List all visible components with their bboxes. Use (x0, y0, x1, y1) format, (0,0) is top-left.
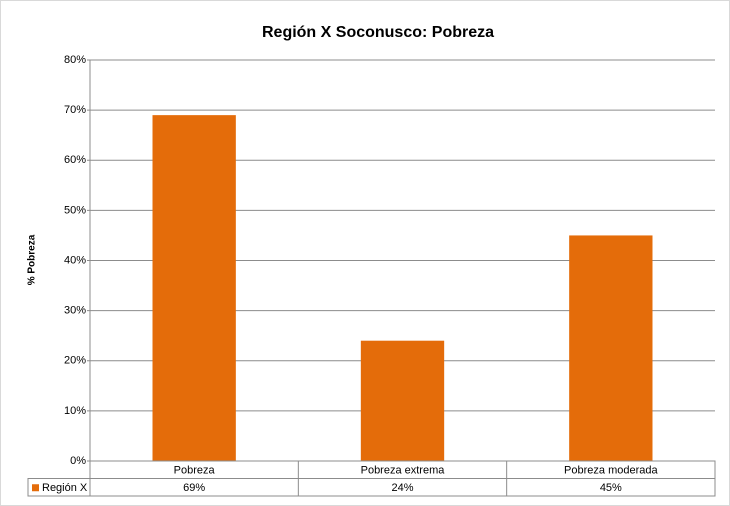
y-tick-label: 10% (64, 405, 86, 417)
bar (569, 235, 653, 461)
data-label: 69% (183, 482, 205, 494)
x-tick-label: Pobreza (174, 465, 216, 477)
legend-swatch (32, 484, 39, 492)
y-tick-label: 30% (64, 305, 86, 317)
y-tick-label: 0% (70, 455, 86, 467)
y-tick-label: 60% (64, 154, 86, 166)
y-axis-label: % Pobreza (27, 234, 38, 285)
x-tick-label: Pobreza moderada (564, 465, 658, 477)
y-tick-label: 50% (64, 204, 86, 216)
data-label: 24% (391, 482, 413, 494)
y-tick-label: 80% (64, 54, 86, 66)
data-label: 45% (600, 482, 622, 494)
bar (360, 340, 445, 461)
y-tick-label: 20% (64, 355, 86, 367)
chart-title: Región X Soconusco: Pobreza (262, 24, 494, 41)
y-tick-label: 40% (64, 254, 86, 266)
bar (152, 115, 236, 461)
y-tick-label: 70% (64, 104, 86, 116)
x-tick-label: Pobreza extrema (361, 465, 446, 477)
legend-label: Región X (42, 482, 88, 494)
